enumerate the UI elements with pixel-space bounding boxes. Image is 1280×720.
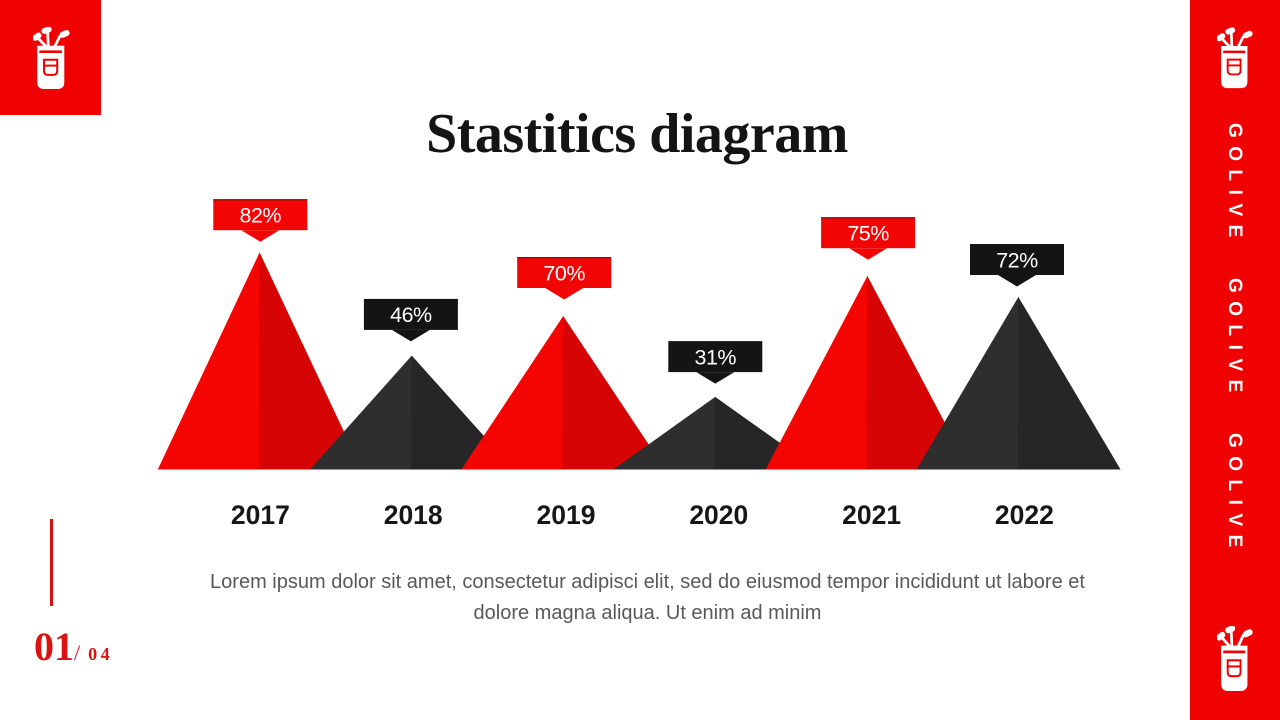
svg-text:70%: 70% [543, 261, 585, 285]
svg-text:31%: 31% [695, 345, 737, 369]
svg-text:75%: 75% [847, 222, 889, 246]
svg-text:72%: 72% [996, 248, 1038, 272]
svg-text:46%: 46% [390, 303, 432, 327]
svg-text:82%: 82% [240, 204, 282, 228]
